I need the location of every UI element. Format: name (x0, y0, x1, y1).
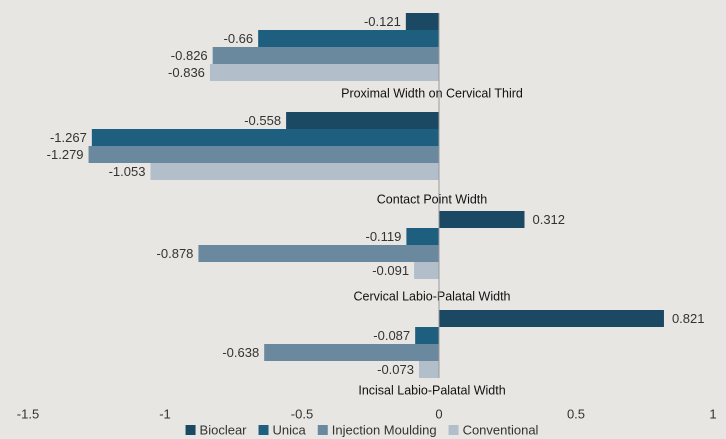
bar (209, 64, 439, 81)
x-tick-label: 1 (709, 406, 716, 421)
bar (258, 30, 439, 47)
value-label: -0.878 (157, 246, 194, 261)
value-label: -0.073 (377, 362, 414, 377)
value-label: -0.826 (171, 48, 208, 63)
bar (415, 327, 439, 344)
x-tick-label: -1 (159, 406, 171, 421)
value-label: 0.312 (532, 212, 565, 227)
legend-label: Injection Moulding (332, 422, 437, 437)
legend-label: Unica (273, 422, 307, 437)
legend-label: Bioclear (200, 422, 248, 437)
value-label: -1.279 (47, 147, 84, 162)
value-label: -0.638 (222, 345, 259, 360)
bar (406, 228, 439, 245)
bar (212, 47, 439, 64)
category-label: Proximal Width on Cervical Third (341, 86, 523, 100)
bar (414, 262, 439, 279)
legend-swatch (448, 425, 459, 435)
value-label: -1.267 (50, 130, 87, 145)
bar (286, 112, 439, 129)
x-tick-label: 0 (435, 406, 442, 421)
value-label: -0.121 (364, 14, 401, 29)
bar (405, 13, 439, 30)
bar (439, 310, 664, 327)
bar (88, 146, 439, 163)
bar (150, 163, 439, 180)
x-tick-label: 0.5 (567, 406, 585, 421)
legend-swatch (317, 425, 328, 435)
value-label: -0.119 (365, 229, 401, 244)
category-label: Cervical Labio-Palatal Width (353, 289, 510, 303)
bar (198, 245, 439, 262)
bar (439, 211, 525, 228)
category-label: Contact Point Width (377, 192, 488, 206)
bar (264, 344, 439, 361)
legend-swatch (258, 425, 269, 435)
x-tick-label: -1.5 (17, 406, 39, 421)
category-label: Incisal Labio-Palatal Width (358, 383, 505, 397)
value-label: -0.087 (373, 328, 410, 343)
value-label: -0.66 (224, 31, 254, 46)
value-label: -1.053 (109, 164, 146, 179)
legend-swatch (185, 425, 196, 435)
bar (418, 361, 439, 378)
value-label: -0.091 (372, 263, 409, 278)
x-tick-label: -0.5 (291, 406, 313, 421)
legend-label: Conventional (463, 422, 539, 437)
value-label: -0.558 (244, 113, 281, 128)
value-label: 0.821 (672, 311, 705, 326)
bar (91, 129, 439, 146)
value-label: -0.836 (168, 65, 205, 80)
